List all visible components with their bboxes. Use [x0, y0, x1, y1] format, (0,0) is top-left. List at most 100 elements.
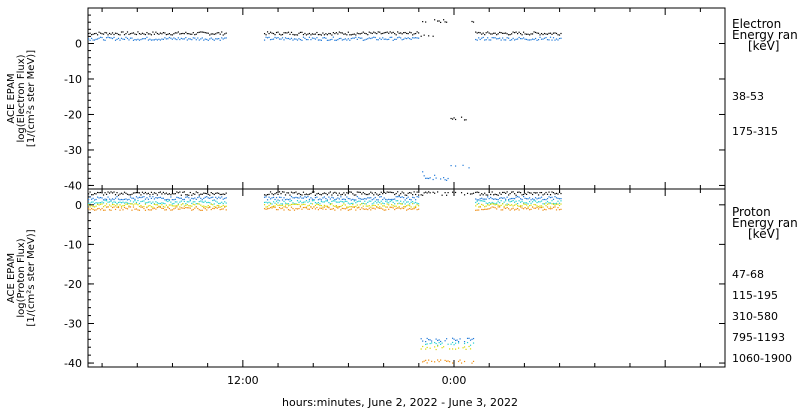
data-point	[471, 338, 473, 340]
data-point	[120, 205, 123, 207]
data-point	[546, 206, 549, 208]
data-point	[482, 198, 484, 200]
data-point	[422, 194, 424, 196]
data-point	[542, 203, 544, 205]
data-point	[481, 208, 483, 211]
data-point	[98, 31, 100, 33]
legend-entry: 115-195	[732, 289, 778, 302]
data-point	[388, 208, 390, 210]
data-point	[365, 193, 367, 196]
data-point	[533, 207, 535, 209]
data-point	[368, 37, 370, 39]
data-point	[418, 196, 420, 198]
data-point	[416, 31, 418, 33]
data-point	[179, 208, 181, 210]
data-point	[534, 197, 537, 199]
data-point	[472, 192, 475, 194]
data-point	[332, 32, 334, 34]
data-point	[322, 206, 324, 208]
data-point	[287, 37, 290, 40]
data-point	[528, 209, 531, 211]
data-point	[101, 197, 103, 199]
data-point	[137, 204, 139, 206]
data-point	[209, 205, 211, 208]
data-point	[534, 31, 537, 34]
data-point	[161, 204, 163, 206]
data-point	[135, 203, 138, 205]
data-point	[476, 200, 478, 202]
data-point	[337, 33, 339, 35]
data-point	[313, 206, 315, 208]
data-point	[209, 202, 211, 204]
data-point	[150, 34, 153, 36]
data-point	[428, 177, 430, 180]
data-point	[283, 32, 285, 34]
data-point	[412, 194, 414, 196]
data-point	[102, 199, 105, 201]
data-point	[435, 177, 437, 179]
data-point	[440, 343, 442, 345]
data-point	[102, 194, 105, 196]
data-point	[286, 192, 288, 194]
data-point	[493, 198, 495, 200]
data-point	[374, 200, 376, 202]
data-point	[560, 203, 562, 205]
data-point	[310, 38, 312, 41]
data-point	[435, 342, 437, 345]
data-point	[509, 204, 511, 207]
data-point	[533, 199, 535, 202]
data-point	[128, 33, 130, 36]
data-point	[129, 196, 132, 198]
data-point	[353, 33, 355, 35]
data-point	[400, 37, 402, 39]
data-point	[482, 208, 484, 211]
data-point	[140, 204, 142, 207]
data-point	[522, 37, 525, 39]
data-point	[349, 198, 351, 200]
data-point	[542, 33, 544, 36]
data-point	[164, 206, 166, 208]
data-point	[104, 192, 106, 194]
data-point	[90, 201, 93, 203]
data-point	[475, 191, 477, 194]
data-point	[423, 192, 425, 194]
legend-entry: 310-580	[732, 310, 778, 323]
data-point	[167, 38, 169, 40]
data-point	[128, 194, 130, 196]
data-point	[165, 34, 167, 36]
data-point	[365, 38, 367, 40]
data-point	[328, 192, 330, 194]
data-point	[143, 205, 145, 208]
data-point	[475, 205, 477, 207]
data-point	[143, 196, 145, 198]
data-point	[515, 38, 517, 40]
data-point	[113, 204, 115, 206]
data-point	[554, 206, 556, 208]
data-point	[203, 192, 205, 194]
y-tick-label: -30	[64, 144, 82, 157]
data-point	[182, 191, 184, 193]
data-point	[269, 198, 272, 200]
data-point	[388, 32, 390, 34]
data-point	[125, 192, 127, 194]
data-point	[438, 20, 440, 22]
data-point	[406, 205, 408, 207]
data-point	[176, 196, 178, 198]
data-point	[497, 206, 499, 208]
data-point	[530, 39, 532, 41]
data-point	[549, 32, 552, 34]
data-point	[171, 199, 173, 201]
data-point	[192, 201, 194, 203]
data-point	[476, 199, 478, 201]
data-point	[499, 197, 501, 199]
data-point	[167, 206, 169, 209]
data-point	[334, 39, 336, 41]
data-point	[207, 193, 209, 195]
data-point	[113, 206, 115, 208]
data-point	[484, 208, 486, 210]
data-point	[135, 33, 138, 36]
data-point	[525, 204, 528, 206]
data-point	[527, 206, 529, 208]
data-point	[539, 197, 541, 199]
